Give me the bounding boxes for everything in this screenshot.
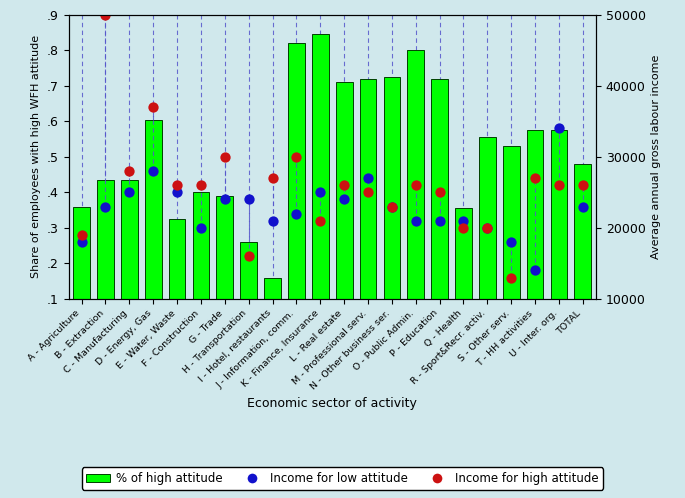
Bar (551, 130, 567, 334)
Point (124, 188, 135, 196)
Point (577, 181, 588, 189)
Bar (503, 146, 520, 334)
Bar (479, 137, 496, 334)
Point (243, 195, 254, 203)
Y-axis label: Share of employees with high WFH attitude: Share of employees with high WFH attitud… (32, 35, 41, 278)
Point (172, 181, 183, 189)
Bar (360, 79, 376, 334)
Point (577, 203, 588, 211)
Point (148, 103, 159, 111)
Point (243, 252, 254, 260)
Point (553, 181, 564, 189)
Point (362, 188, 373, 196)
Point (458, 217, 469, 225)
Point (195, 224, 206, 232)
Y-axis label: Average annual gross labour income: Average annual gross labour income (651, 55, 661, 259)
Point (291, 210, 302, 218)
Point (482, 224, 493, 232)
Point (338, 195, 349, 203)
Point (530, 174, 540, 182)
Point (76, 231, 87, 239)
Point (410, 181, 421, 189)
Bar (73, 207, 90, 334)
Point (434, 188, 445, 196)
Point (506, 273, 516, 281)
Bar (575, 164, 591, 334)
Point (315, 217, 326, 225)
Bar (97, 180, 114, 334)
Point (148, 167, 159, 175)
Point (458, 224, 469, 232)
Legend: % of high attitude, Income for low attitude, Income for high attitude: % of high attitude, Income for low attit… (82, 467, 603, 490)
Point (386, 203, 397, 211)
Point (386, 203, 397, 211)
Bar (216, 196, 233, 334)
Point (482, 224, 493, 232)
Bar (527, 130, 543, 334)
Point (315, 188, 326, 196)
Point (338, 181, 349, 189)
Point (219, 195, 230, 203)
Point (100, 11, 111, 19)
Point (100, 203, 111, 211)
Point (553, 124, 564, 132)
Bar (288, 43, 305, 334)
Point (530, 266, 540, 274)
Bar (264, 277, 281, 334)
Bar (169, 219, 186, 334)
Point (195, 181, 206, 189)
Point (291, 153, 302, 161)
Point (506, 238, 516, 246)
Point (76, 238, 87, 246)
Point (172, 188, 183, 196)
Bar (432, 79, 448, 334)
Bar (121, 180, 138, 334)
Point (410, 217, 421, 225)
X-axis label: Economic sector of activity: Economic sector of activity (247, 397, 417, 410)
Point (267, 217, 278, 225)
Point (219, 153, 230, 161)
Bar (408, 50, 424, 334)
Bar (192, 192, 210, 334)
Bar (336, 82, 353, 334)
Bar (240, 242, 257, 334)
Bar (455, 208, 472, 334)
Point (124, 167, 135, 175)
Point (434, 217, 445, 225)
Bar (312, 34, 329, 334)
Bar (145, 120, 162, 334)
Bar (384, 77, 400, 334)
Point (267, 174, 278, 182)
Point (362, 174, 373, 182)
